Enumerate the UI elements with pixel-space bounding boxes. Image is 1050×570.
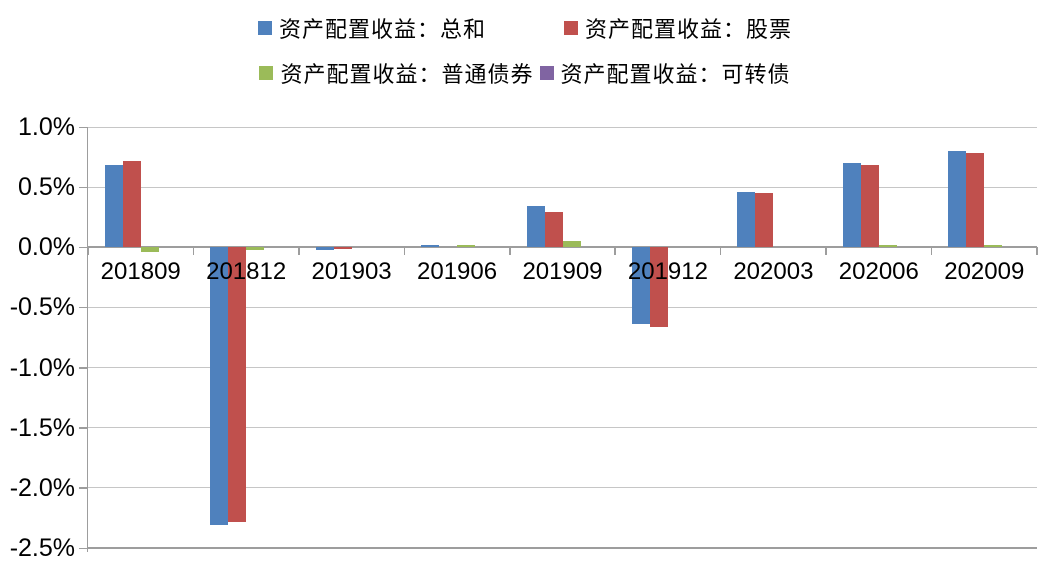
x-axis-tick (87, 247, 89, 256)
x-axis-tick (403, 247, 406, 256)
gridline (88, 427, 1037, 429)
x-axis-tick (930, 247, 933, 256)
y-axis-label: -0.5% (9, 293, 75, 322)
bar-201912-s0 (631, 247, 650, 325)
x-axis-label: 201906 (417, 258, 498, 286)
gridline (88, 367, 1037, 369)
x-axis-tick (825, 247, 827, 256)
x-axis-label: 201809 (100, 258, 181, 286)
legend-item: 资产配置收益：股票 (564, 12, 792, 44)
bar-202006-s0 (842, 163, 861, 248)
y-axis-label: -1.0% (9, 353, 75, 382)
bar-202003-s0 (737, 191, 756, 248)
bar-201809-s0 (104, 165, 123, 248)
x-axis-label: 201909 (522, 258, 603, 286)
y-axis-label: -1.5% (9, 413, 75, 442)
y-axis-tick (79, 126, 88, 128)
bar-201906-s2 (457, 244, 476, 248)
bar-201812-s2 (246, 247, 265, 250)
y-axis-tick (79, 246, 88, 249)
legend-item: 资产配置收益：可转债 (539, 57, 791, 89)
y-axis-label: -2.0% (9, 473, 75, 502)
x-axis-label: 201912 (627, 258, 708, 286)
legend-label: 资产配置收益：总和 (278, 17, 486, 42)
x-axis-label: 202003 (733, 258, 814, 286)
bar-201903-s0 (315, 247, 334, 250)
y-axis-label: 0.0% (18, 233, 75, 262)
y-axis-label: 0.5% (18, 173, 75, 202)
x-axis-label: 201812 (206, 258, 287, 286)
x-axis-tick (614, 247, 616, 256)
bar-201809-s1 (122, 160, 141, 248)
legend-row: 资产配置收益：总和 资产配置收益：股票 (257, 12, 792, 44)
y-axis-label: 1.0% (18, 113, 75, 141)
legend-label: 资产配置收益：股票 (585, 17, 793, 42)
bar-202009-s0 (948, 151, 967, 248)
gridline (88, 126, 1037, 128)
y-axis-tick (79, 487, 88, 489)
y-axis-tick (79, 186, 88, 189)
bar-202006-s1 (860, 165, 879, 248)
bar-202009-s2 (984, 244, 1003, 248)
bar-201812-s0 (210, 247, 229, 526)
x-axis-label: 202006 (838, 258, 919, 286)
y-axis-label: -2.5% (9, 534, 75, 562)
x-axis-label: 201903 (311, 258, 392, 286)
bar-202003-s1 (755, 193, 774, 248)
zero-gridline (88, 246, 1037, 249)
legend-label: 资产配置收益：普通债券 (280, 62, 534, 87)
bar-201812-s1 (228, 247, 247, 522)
x-axis-tick (298, 247, 300, 256)
legend-swatch-icon (564, 21, 578, 35)
legend-swatch-icon (259, 66, 274, 80)
x-axis-tick (719, 247, 722, 256)
bar-201909-s1 (544, 212, 563, 248)
legend-item: 资产配置收益：总和 (257, 12, 486, 44)
gridline (88, 186, 1037, 188)
y-axis-line (86, 127, 88, 552)
x-axis-tick (1036, 247, 1038, 256)
x-axis-label: 202009 (944, 258, 1025, 286)
zero-gridline (88, 547, 1037, 549)
bar-201903-s1 (333, 247, 352, 250)
bar-201909-s2 (562, 241, 581, 248)
y-axis-tick (79, 427, 88, 429)
bar-201809-s2 (140, 247, 159, 253)
legend-swatch-icon (257, 21, 272, 35)
x-axis-tick (192, 247, 195, 256)
legend-item: 资产配置收益：普通债券 (259, 57, 533, 89)
bar-201912-s1 (649, 247, 668, 327)
x-axis-tick (509, 247, 511, 256)
y-axis-tick (79, 367, 88, 369)
legend-label: 资产配置收益：可转债 (560, 62, 791, 87)
y-axis-tick (79, 547, 88, 549)
y-axis-tick (79, 306, 88, 309)
bar-202006-s2 (878, 245, 897, 248)
gridline (88, 306, 1037, 308)
gridline (88, 487, 1037, 489)
legend-swatch-icon (539, 66, 554, 80)
bar-202009-s1 (966, 153, 985, 248)
legend-row: 资产配置收益：普通债券 资产配置收益：可转债 (259, 57, 790, 89)
bar-201909-s0 (526, 206, 545, 248)
bar-201906-s0 (421, 245, 440, 248)
chart-legend: 资产配置收益：总和 资产配置收益：股票资产配置收益：普通债券 资产配置收益：可转债 (0, 12, 1050, 89)
